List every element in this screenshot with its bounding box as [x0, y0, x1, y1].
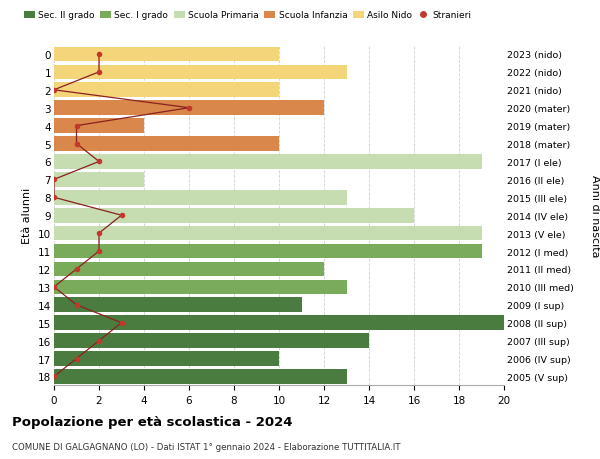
Point: [49, 284, 59, 291]
Point: [72, 140, 82, 148]
Bar: [54, 101, 324, 116]
Bar: [54, 352, 279, 366]
Bar: [54, 137, 279, 151]
Point: [94, 158, 104, 166]
Bar: [54, 280, 347, 295]
Point: [116, 319, 127, 327]
Point: [49, 373, 59, 381]
Point: [72, 355, 82, 363]
Text: Popolazione per età scolastica - 2024: Popolazione per età scolastica - 2024: [12, 415, 293, 428]
Legend: Sec. II grado, Sec. I grado, Scuola Primaria, Scuola Infanzia, Asilo Nido, Stran: Sec. II grado, Sec. I grado, Scuola Prim…: [23, 11, 472, 20]
Point: [184, 105, 194, 112]
Bar: [54, 173, 144, 187]
Point: [72, 266, 82, 273]
Bar: [54, 334, 369, 348]
Y-axis label: Anni di nascita: Anni di nascita: [590, 174, 600, 257]
Bar: [54, 83, 279, 98]
Point: [49, 87, 59, 94]
Bar: [54, 226, 482, 241]
Point: [94, 337, 104, 345]
Bar: [54, 155, 482, 169]
Point: [94, 248, 104, 255]
Bar: [54, 298, 302, 313]
Bar: [54, 119, 144, 134]
Bar: [54, 244, 482, 259]
Bar: [54, 262, 324, 277]
Point: [94, 51, 104, 58]
Y-axis label: Età alunni: Età alunni: [22, 188, 32, 244]
Point: [116, 212, 127, 219]
Bar: [54, 369, 347, 384]
Text: COMUNE DI GALGAGNANO (LO) - Dati ISTAT 1° gennaio 2024 - Elaborazione TUTTITALIA: COMUNE DI GALGAGNANO (LO) - Dati ISTAT 1…: [12, 442, 401, 451]
Point: [49, 176, 59, 184]
Point: [94, 69, 104, 76]
Bar: [54, 190, 347, 205]
Point: [72, 123, 82, 130]
Bar: [54, 48, 279, 62]
Bar: [54, 65, 347, 80]
Point: [72, 302, 82, 309]
Point: [49, 194, 59, 202]
Bar: [54, 208, 414, 223]
Bar: [54, 316, 504, 330]
Point: [94, 230, 104, 237]
